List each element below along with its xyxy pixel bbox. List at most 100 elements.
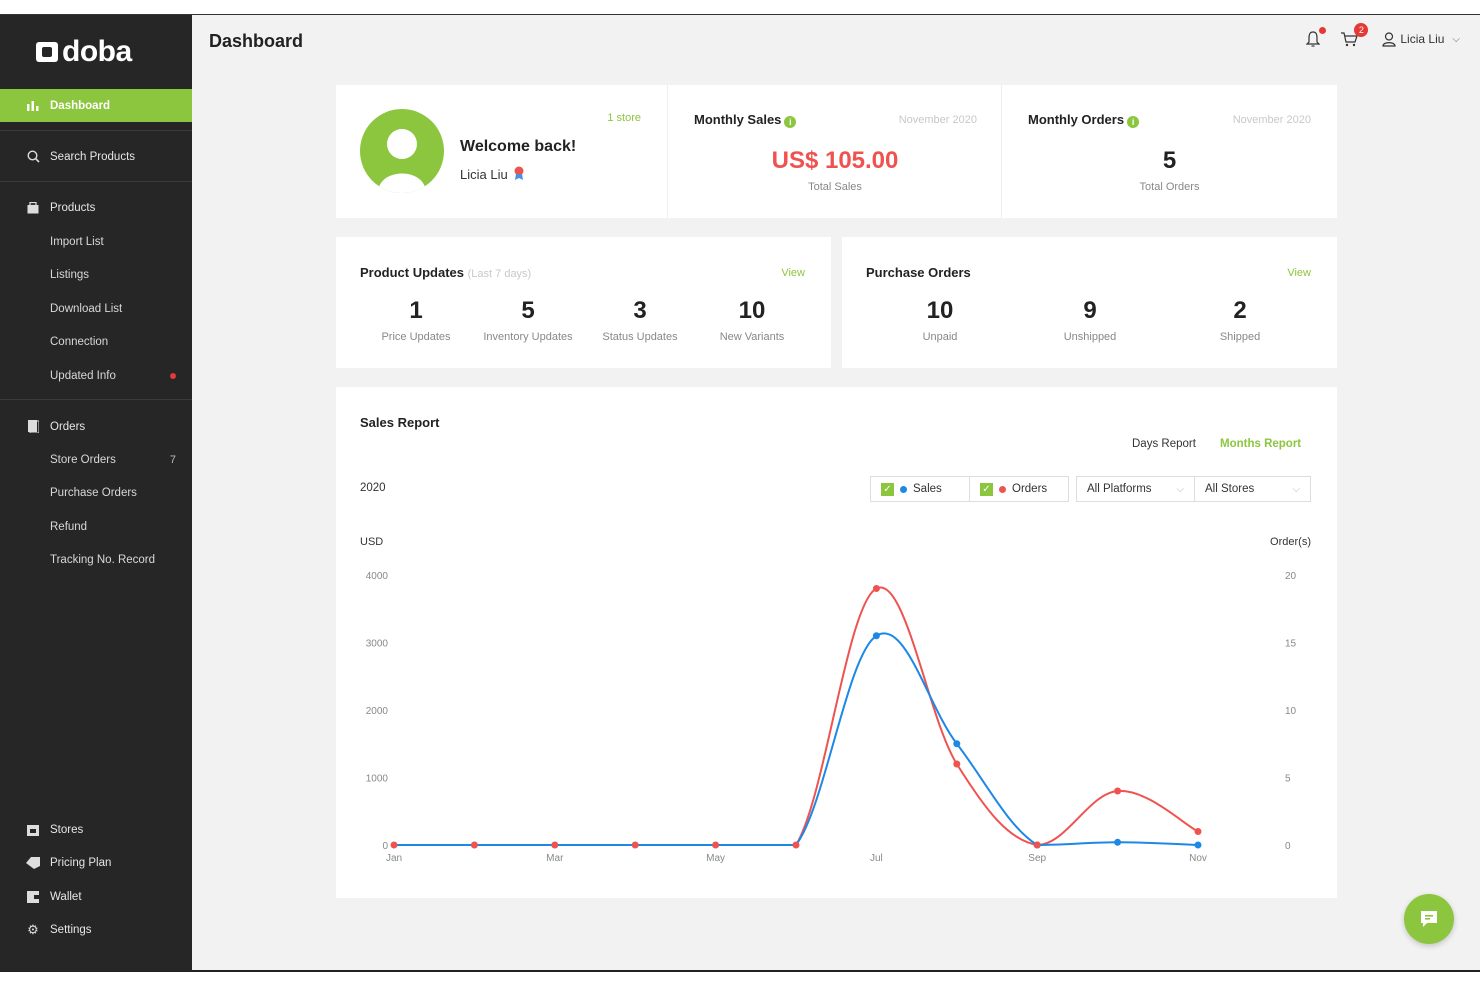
product-updates-view-link[interactable]: View <box>781 267 805 279</box>
sales-toggle-label: Sales <box>913 483 942 495</box>
stat-value: 10 <box>738 297 766 324</box>
sidebar-item-products[interactable]: Products <box>0 191 192 224</box>
stat-value: 3 <box>633 297 647 324</box>
stat-status-updates[interactable]: 3 Status Updates <box>584 297 696 343</box>
sidebar-item-listings[interactable]: Listings <box>0 258 192 291</box>
sidebar-item-label: Wallet <box>50 890 82 903</box>
x-tick-label: Nov <box>1189 853 1207 864</box>
store-count-link[interactable]: 1 store <box>607 112 641 124</box>
sidebar: doba Dashboard Search Products Products … <box>0 15 192 971</box>
badge-icon <box>513 166 525 183</box>
stat-price-updates[interactable]: 1 Price Updates <box>360 297 472 343</box>
platforms-select-value: All Platforms <box>1087 483 1152 495</box>
sidebar-item-label: Import List <box>50 235 104 248</box>
sidebar-item-download-list[interactable]: Download List <box>0 292 192 325</box>
y-tick-right: 15 <box>1285 639 1297 650</box>
x-tick-label: Mar <box>546 853 564 864</box>
months-report-tab[interactable]: Months Report <box>1220 438 1302 450</box>
stat-label: Status Updates <box>602 331 678 343</box>
info-icon[interactable]: i <box>784 116 797 128</box>
orders-toggle[interactable]: ✓ Orders <box>969 476 1069 502</box>
sidebar-item-label: Stores <box>50 823 84 836</box>
orders-point <box>712 841 720 849</box>
y-tick-right: 5 <box>1285 774 1291 785</box>
sidebar-item-tracking-no-record[interactable]: Tracking No. Record <box>0 543 192 576</box>
orders-dot <box>999 485 1006 493</box>
x-tick-label: May <box>706 853 725 864</box>
sidebar-item-search-products[interactable]: Search Products <box>0 140 192 173</box>
checkbox-checked-icon: ✓ <box>980 482 993 496</box>
orders-point <box>953 760 961 768</box>
stat-shipped[interactable]: 2 Shipped <box>1180 297 1300 343</box>
user-icon <box>1382 31 1396 47</box>
welcome-user: Licia Liu <box>460 166 525 183</box>
orders-point <box>872 585 880 592</box>
series-line-sales <box>393 632 1199 847</box>
stat-value: 9 <box>1083 297 1097 324</box>
orders-point <box>470 841 478 849</box>
stat-value: 10 <box>926 297 954 324</box>
sidebar-item-store-orders[interactable]: Store Orders 7 <box>0 443 192 476</box>
monthly-sales-value: US$ 105.00 <box>771 147 899 174</box>
sidebar-item-dashboard[interactable]: Dashboard <box>0 89 192 122</box>
y-tick-left: 4000 <box>366 571 389 582</box>
logo[interactable]: doba <box>0 15 192 89</box>
orders-toggle-label: Orders <box>1012 483 1048 495</box>
sidebar-item-wallet[interactable]: Wallet <box>0 880 192 913</box>
orders-point <box>792 841 800 849</box>
purchase-orders-stats: 10 Unpaid 9 Unshipped 2 Shipped <box>880 297 1300 343</box>
sidebar-item-label: Purchase Orders <box>50 486 137 499</box>
orders-point <box>631 841 639 849</box>
checkbox-checked-icon: ✓ <box>881 482 894 496</box>
y-tick-right: 0 <box>1285 841 1291 852</box>
sales-toggle[interactable]: ✓ Sales <box>870 476 970 502</box>
welcome-panel: Welcome back! Licia Liu 1 store <box>336 85 668 218</box>
x-tick-label: Sep <box>1028 853 1046 864</box>
sidebar-item-pricing-plan[interactable]: Pricing Plan <box>0 846 192 879</box>
orders-icon <box>26 420 40 434</box>
purchase-orders-view-link[interactable]: View <box>1287 267 1311 279</box>
stat-unpaid[interactable]: 10 Unpaid <box>880 297 1000 343</box>
sidebar-item-connection[interactable]: Connection <box>0 325 192 358</box>
sidebar-item-label: Connection <box>50 335 109 348</box>
user-menu[interactable]: Licia Liu ⌵ <box>1382 31 1460 47</box>
orders-point <box>390 841 398 849</box>
sidebar-item-label: Products <box>50 201 96 214</box>
stat-new-variants[interactable]: 10 New Variants <box>696 297 808 343</box>
cart-icon[interactable]: 2 <box>1340 23 1369 47</box>
bell-icon[interactable] <box>1305 27 1327 47</box>
days-report-tab[interactable]: Days Report <box>1132 438 1196 450</box>
summary-card: Welcome back! Licia Liu 1 store Monthly … <box>336 85 1337 218</box>
sidebar-item-label: Listings <box>50 268 89 281</box>
sidebar-item-stores[interactable]: Stores <box>0 813 192 846</box>
stat-label: New Variants <box>719 331 785 343</box>
chat-button[interactable] <box>1404 894 1454 944</box>
store-icon <box>26 823 40 837</box>
sidebar-item-label: Updated Info <box>50 369 116 382</box>
stat-inventory-updates[interactable]: 5 Inventory Updates <box>472 297 584 343</box>
sidebar-item-purchase-orders[interactable]: Purchase Orders <box>0 476 192 509</box>
stat-label: Shipped <box>1219 331 1261 343</box>
sales-point <box>953 740 961 748</box>
sidebar-item-import-list[interactable]: Import List <box>0 225 192 258</box>
purchase-orders-title: Purchase Orders <box>866 265 971 280</box>
sidebar-item-updated-info[interactable]: Updated Info <box>0 359 192 392</box>
report-year: 2020 <box>360 482 386 494</box>
sidebar-item-label: Orders <box>50 420 86 433</box>
info-icon[interactable]: i <box>1127 116 1140 128</box>
sidebar-item-refund[interactable]: Refund <box>0 510 192 543</box>
platforms-select[interactable]: All Platforms ⌵ <box>1076 476 1195 502</box>
welcome-title: Welcome back! <box>460 138 577 155</box>
chevron-down-icon: ⌵ <box>1176 483 1184 495</box>
avatar <box>360 109 444 193</box>
sidebar-item-orders[interactable]: Orders <box>0 410 192 443</box>
box-icon <box>26 201 40 215</box>
stat-value: 5 <box>521 297 535 324</box>
stores-select[interactable]: All Stores ⌵ <box>1194 476 1311 502</box>
sidebar-item-settings[interactable]: ⚙ Settings <box>0 913 192 946</box>
y-tick-right: 10 <box>1285 706 1297 717</box>
stat-unshipped[interactable]: 9 Unshipped <box>1030 297 1150 343</box>
orders-point <box>1194 828 1202 835</box>
sidebar-item-label: Search Products <box>50 150 136 163</box>
monthly-orders-date: November 2020 <box>1232 114 1311 126</box>
